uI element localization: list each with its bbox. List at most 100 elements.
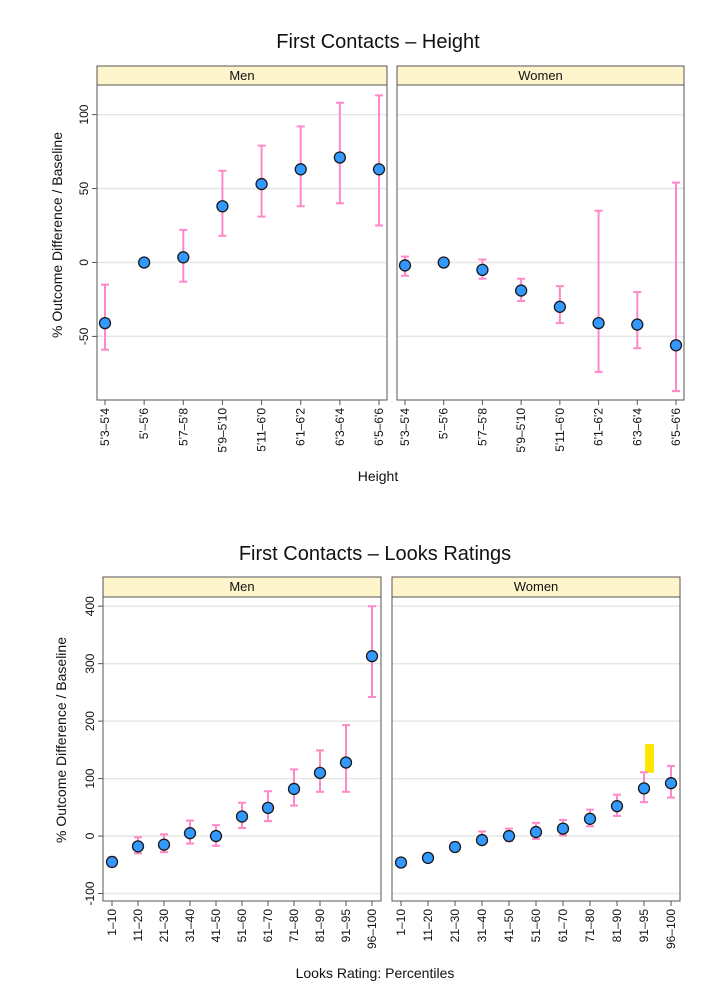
data-point [365, 650, 379, 663]
data-point [294, 163, 307, 176]
y-tick-label: -100 [83, 881, 97, 905]
x-tick-label: 11–20 [131, 909, 145, 942]
x-tick-label: 5'–5'6 [437, 408, 451, 440]
data-point [394, 856, 408, 869]
panel-men-1: Men -100 0 100 200 300 400 1–10 11–20 21–30 31–40 4… [83, 576, 382, 949]
y-tick-label: 100 [77, 104, 91, 124]
x-tick-label: 31–40 [183, 909, 197, 943]
x-tick-label: 6'1–6'2 [592, 408, 606, 446]
data-point [476, 263, 489, 277]
x-tick-label: 6'5–6'6 [669, 408, 683, 446]
panel-strip-label: Women [514, 579, 559, 594]
y-tick-label: -50 [77, 327, 91, 345]
data-point [556, 822, 570, 835]
data-point [448, 840, 462, 854]
data-point [183, 827, 197, 840]
data-point [261, 801, 275, 815]
x-axis-label-height: Height [358, 468, 399, 484]
data-point [157, 838, 171, 851]
x-tick-label: 71–80 [583, 909, 597, 943]
y-tick-label: 200 [83, 711, 97, 731]
data-point [583, 812, 597, 825]
data-point [131, 840, 145, 853]
data-point [669, 339, 683, 352]
data-point [553, 300, 567, 313]
x-tick-label: 1–10 [105, 909, 119, 936]
chart-title-looks: First Contacts – Looks Ratings [239, 543, 511, 565]
x-tick-label: 6'3–6'4 [333, 408, 347, 446]
error-bar [375, 94, 383, 227]
data-point [235, 810, 249, 823]
x-tick-label: 41–50 [502, 909, 516, 943]
data-point [514, 284, 528, 297]
data-point [333, 151, 347, 164]
data-point [177, 251, 190, 264]
data-point [610, 800, 624, 813]
x-tick-label: 5'3–5'4 [398, 408, 412, 446]
plot-area [392, 597, 680, 901]
data-point [637, 782, 651, 795]
x-tick-label: 21–30 [448, 909, 462, 943]
x-tick-label: 5'11–6'0 [553, 408, 567, 452]
x-tick-label: 41–50 [209, 909, 223, 943]
x-tick-label: 6'3–6'4 [630, 408, 644, 446]
data-point [437, 256, 450, 269]
x-tick-label: 51–60 [529, 909, 543, 943]
x-axis-label-looks: Looks Rating: Percentiles [296, 965, 455, 981]
panel-strip-label: Men [229, 68, 254, 83]
error-bar [672, 181, 680, 393]
panel-women-1: Women 1–10 11–20 21–30 31–40 41–50 51–60 61–70 7… [391, 576, 681, 949]
x-tick-label: 71–80 [287, 909, 301, 943]
chart-title-height: First Contacts – Height [276, 31, 480, 53]
highlight-marker [645, 744, 654, 773]
panel-strip-label: Women [518, 68, 563, 83]
plot-area [397, 85, 684, 400]
y-tick-label: 100 [83, 768, 97, 788]
x-tick-label: 91–95 [637, 909, 651, 943]
panel-frame [396, 84, 685, 401]
x-tick-label: 6'5–6'6 [372, 408, 386, 446]
x-tick-label: 91–95 [339, 909, 353, 943]
data-point [592, 316, 605, 330]
data-point [137, 256, 151, 269]
x-tick-label: 61–70 [261, 909, 275, 943]
x-tick-label: 96–100 [365, 909, 379, 949]
y-tick-label: 300 [83, 653, 97, 673]
x-tick-label: 1–10 [394, 909, 408, 936]
plot-area [97, 85, 387, 400]
x-tick-label: 5'–5'6 [137, 408, 151, 440]
x-tick-label: 51–60 [235, 909, 249, 943]
data-point [339, 756, 353, 769]
data-point [98, 316, 112, 330]
x-tick-label: 5'9–5'10 [215, 408, 229, 453]
x-tick-label: 81–90 [610, 909, 624, 943]
data-point [398, 259, 412, 272]
data-point [216, 200, 229, 213]
y-tick-label: 50 [77, 182, 91, 196]
x-tick-label: 61–70 [556, 909, 570, 943]
x-tick-label: 11–20 [421, 909, 435, 942]
x-tick-label: 5'7–5'8 [176, 408, 190, 446]
x-tick-label: 5'3–5'4 [98, 408, 112, 446]
y-tick-label: 400 [83, 596, 97, 616]
data-point [313, 766, 327, 779]
x-tick-label: 5'7–5'8 [475, 408, 489, 446]
panel-men-0: Men -50 0 50 100 5'3–5'4 5'–5'6 5'7–5'8 5'9–5'10… [77, 65, 388, 453]
y-axis-label-height: % Outcome Difference / Baseline [49, 132, 65, 338]
data-point [475, 833, 489, 847]
error-bar [594, 209, 603, 373]
data-point [372, 163, 386, 176]
data-point [631, 318, 644, 331]
data-point [421, 851, 435, 865]
data-point [502, 829, 516, 843]
data-point [209, 829, 223, 843]
x-tick-label: 5'11–6'0 [255, 408, 269, 452]
data-point [664, 777, 678, 790]
x-tick-label: 96–100 [664, 909, 678, 949]
data-point [287, 782, 301, 796]
x-tick-label: 5'9–5'10 [514, 408, 528, 453]
plot-area [103, 597, 381, 901]
panel-women-0: Women 5'3–5'4 5'–5'6 5'7–5'8 5'9–5'10 5'11–6'… [396, 65, 685, 453]
x-tick-label: 21–30 [157, 909, 171, 943]
